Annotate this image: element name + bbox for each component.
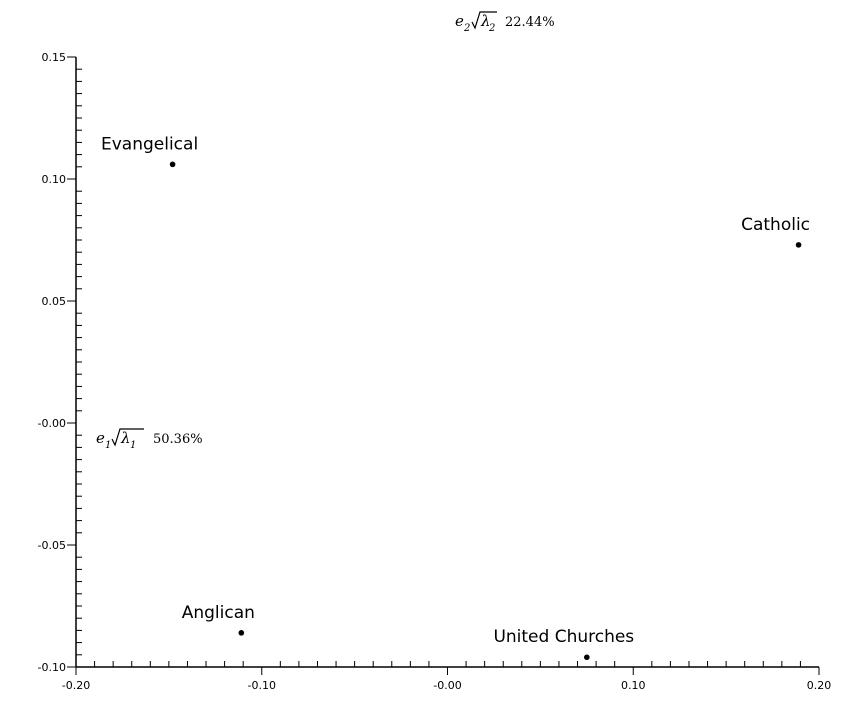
svg-text:λ: λ <box>120 429 131 447</box>
data-points: Evangelical Catholic Anglican United Church… <box>101 134 810 661</box>
sqrt-sign-icon <box>111 428 144 447</box>
point-label: Anglican <box>182 603 255 623</box>
svg-text:2: 2 <box>488 23 495 34</box>
y-tick-label: 0.15 <box>42 51 67 64</box>
y-tick-label: -0.10 <box>38 661 66 674</box>
x-tick-label: -0.20 <box>62 679 90 692</box>
y-tick-label: -0.00 <box>38 417 66 430</box>
svg-text:1: 1 <box>105 440 111 451</box>
svg-text:e: e <box>455 12 464 30</box>
svg-text:e: e <box>96 429 105 447</box>
sqrt-sign-icon <box>471 11 497 30</box>
point-label: United Churches <box>493 627 634 647</box>
data-point <box>169 161 176 168</box>
svg-text:2: 2 <box>463 23 470 34</box>
data-point <box>795 242 802 248</box>
y-tick-label: 0.10 <box>42 173 67 186</box>
svg-text:50.36%: 50.36% <box>153 432 203 447</box>
x-tick-label: -0.00 <box>433 679 461 692</box>
x-tick-label: 0.20 <box>807 679 832 692</box>
x-tick-label: -0.10 <box>248 679 276 692</box>
svg-text:1: 1 <box>130 440 136 451</box>
y-tick-label: 0.05 <box>42 295 67 308</box>
point-label: Catholic <box>741 215 810 235</box>
y-axis-title: e 2 λ 2 22.44% <box>455 11 555 34</box>
data-point <box>238 630 245 636</box>
svg-text:22.44%: 22.44% <box>505 15 555 30</box>
y-tick-label: -0.05 <box>38 539 66 552</box>
data-point <box>584 654 590 661</box>
point-label: Evangelical <box>101 134 198 154</box>
x-tick-label: 0.10 <box>621 679 646 692</box>
ticks <box>67 56 820 675</box>
tick-labels: -0.10 -0.05 -0.00 0.05 0.10 0.15 -0.20 -0.10 -0.… <box>38 51 832 692</box>
svg-text:λ: λ <box>480 12 491 30</box>
x-axis-title: e 1 λ 1 50.36% <box>96 428 203 451</box>
